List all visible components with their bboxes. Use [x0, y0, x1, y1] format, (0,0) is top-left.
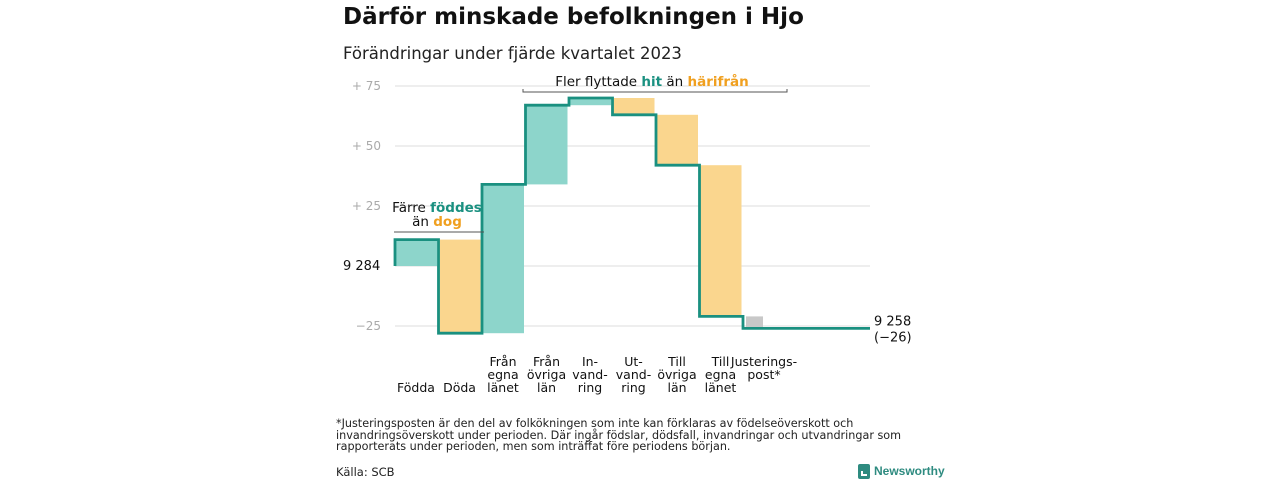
category-label: övriga	[657, 367, 696, 382]
brand-name: Newsworthy	[874, 464, 945, 478]
category-label: ring	[621, 380, 645, 395]
waterfall-chart: + 75+ 50+ 25−259 284 Födda DödaFrånegnalä…	[343, 73, 912, 395]
annotation-part: dog	[433, 214, 462, 230]
category-label: vand-	[572, 367, 607, 382]
baseline-label: 9 284	[343, 259, 380, 274]
y-tick-label: + 25	[352, 199, 381, 213]
category-label: län	[537, 380, 556, 395]
annotation-part: föddes	[430, 200, 482, 216]
bar-tillegnalänet	[699, 165, 742, 317]
category-label: egna	[705, 367, 736, 382]
annotation-migration: Fler flyttade hit än härifrån	[555, 73, 749, 90]
category-label: Från	[489, 354, 516, 369]
category-label: egna	[487, 367, 518, 382]
annotation-part: härifrån	[688, 73, 749, 90]
category-label: länet	[487, 380, 519, 395]
annotation-part: än	[662, 74, 687, 90]
brand-logo: Newsworthy	[858, 462, 945, 480]
category-label: Justerings-	[730, 354, 797, 369]
category-label: vand-	[616, 367, 651, 382]
y-tick-label: −25	[356, 319, 381, 333]
end-change-label: (−26)	[874, 330, 912, 345]
category-labels: Födda DödaFrånegnalänetFrånövrigalänIn-va…	[397, 314, 912, 395]
y-axis-ticks: + 75 + 50 + 25 −25 9 284	[343, 79, 381, 333]
category-label: In-	[582, 354, 598, 369]
chart-title: Därför minskade befolkningen i Hjo	[343, 4, 804, 30]
newsworthy-icon	[858, 463, 870, 479]
source-note: Källa: SCB	[336, 465, 395, 479]
category-label: Från	[533, 354, 560, 369]
bar-tillövrigalän	[656, 114, 698, 166]
category-label: Födda	[397, 380, 435, 395]
bar-frånövrigalän	[525, 105, 568, 185]
annotation-part: Fler flyttade	[555, 74, 641, 90]
annotation-part: Färre	[392, 200, 430, 216]
step-line	[393, 96, 870, 335]
annotation-bracket	[522, 89, 788, 93]
bar-invandring	[569, 98, 611, 106]
population-line	[393, 96, 870, 335]
end-value-label: 9 258	[874, 314, 911, 329]
footnote: *Justeringsposten är den del av folkökni…	[336, 417, 902, 453]
category-label: ring	[578, 380, 602, 395]
y-tick-label: + 50	[352, 139, 381, 153]
annotation-part: hit	[641, 74, 662, 90]
annotation-births-line1: Färre föddes	[392, 200, 482, 216]
annotation-births-line2: än dog	[412, 214, 462, 230]
annotation-part: än	[412, 214, 433, 230]
category-label: Ut-	[624, 354, 643, 369]
category-label: länet	[705, 380, 737, 395]
chart-subtitle: Förändringar under fjärde kvartalet 2023	[343, 44, 682, 63]
bar-döda	[438, 239, 481, 334]
bars	[395, 98, 763, 334]
bar-justeringspost	[746, 316, 763, 329]
y-tick-label: + 75	[352, 79, 381, 93]
category-label: övriga	[527, 367, 566, 382]
bar-frånegnalänet	[482, 184, 524, 334]
category-label: Till	[711, 354, 730, 369]
category-label: post*	[747, 367, 780, 382]
category-label: Döda	[443, 380, 476, 395]
category-label: Till	[667, 354, 686, 369]
bar-födda	[395, 239, 437, 266]
category-label: län	[667, 380, 686, 395]
bar-utvandring	[612, 98, 655, 115]
